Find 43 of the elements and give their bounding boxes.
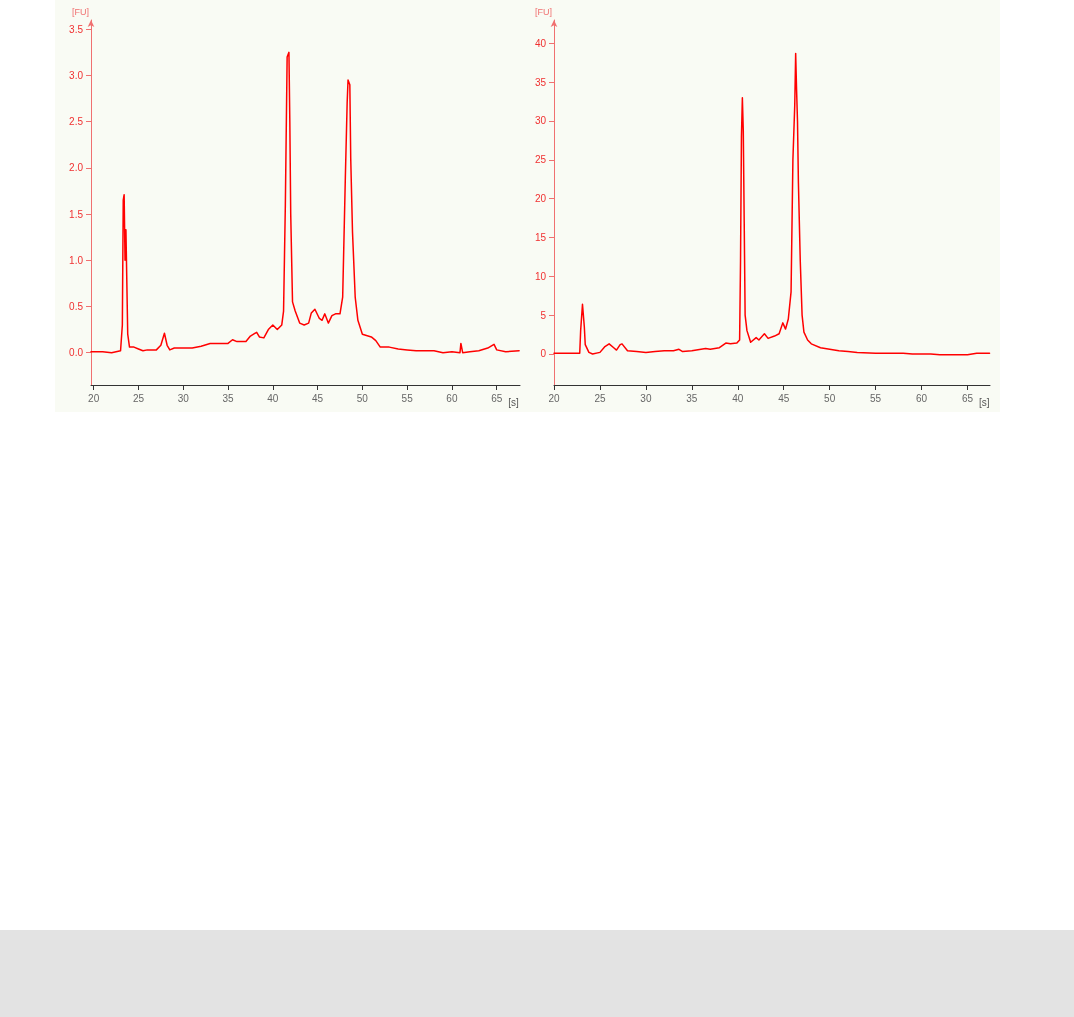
x-tick-label: 20	[548, 392, 560, 404]
y-tick-label: 30	[534, 115, 547, 127]
y-tick-label: 5	[540, 309, 547, 321]
y-tick-label: 1.0	[69, 254, 84, 266]
y-axis-title: [FU]	[72, 6, 89, 17]
y-tick-label: 15	[534, 231, 547, 243]
x-tick-label: 55	[401, 392, 414, 404]
x-tick-label: 35	[222, 392, 235, 404]
x-tick-label: 35	[686, 392, 698, 404]
y-tick-label: 0	[540, 348, 547, 360]
y-tick-label: 3.5	[69, 23, 84, 35]
x-tick-label: 65	[491, 392, 503, 404]
x-tick-label: 60	[915, 392, 928, 404]
y-tick-label: 2.0	[69, 162, 84, 174]
y-tick-label: 0.0	[69, 347, 84, 359]
y-tick-label: 0.5	[69, 300, 84, 312]
line-series	[553, 52, 991, 356]
y-tick-label: 20	[534, 193, 547, 205]
y-tick-label: 3.0	[69, 69, 84, 81]
y-tick-label: 35	[534, 76, 547, 88]
line-series	[90, 51, 520, 354]
y-tick-label: 2.5	[69, 116, 84, 128]
x-tick-label: 45	[778, 392, 790, 404]
x-tick-label: 60	[446, 392, 458, 404]
x-tick-label: 50	[824, 392, 836, 404]
x-tick-label: 25	[132, 392, 145, 404]
x-tick-label: 55	[870, 392, 882, 404]
x-axis-title: [s]	[978, 396, 990, 408]
x-tick-label: 25	[594, 392, 606, 404]
y-tick-label: 10	[534, 270, 547, 282]
x-tick-label: 50	[356, 392, 369, 404]
y-tick-label: 25	[534, 154, 547, 166]
x-tick-label: 40	[732, 392, 744, 404]
x-tick-label: 40	[267, 392, 279, 404]
y-axis-title: [FU]	[535, 6, 552, 17]
x-tick-label: 65	[961, 392, 974, 404]
y-tick-label: 1.5	[69, 208, 84, 220]
x-tick-label: 45	[312, 392, 324, 404]
y-tick-label: 40	[534, 37, 547, 49]
x-axis-title: [s]	[508, 396, 519, 408]
x-tick-label: 20	[88, 392, 100, 404]
x-tick-label: 30	[177, 392, 190, 404]
x-tick-label: 30	[640, 392, 652, 404]
